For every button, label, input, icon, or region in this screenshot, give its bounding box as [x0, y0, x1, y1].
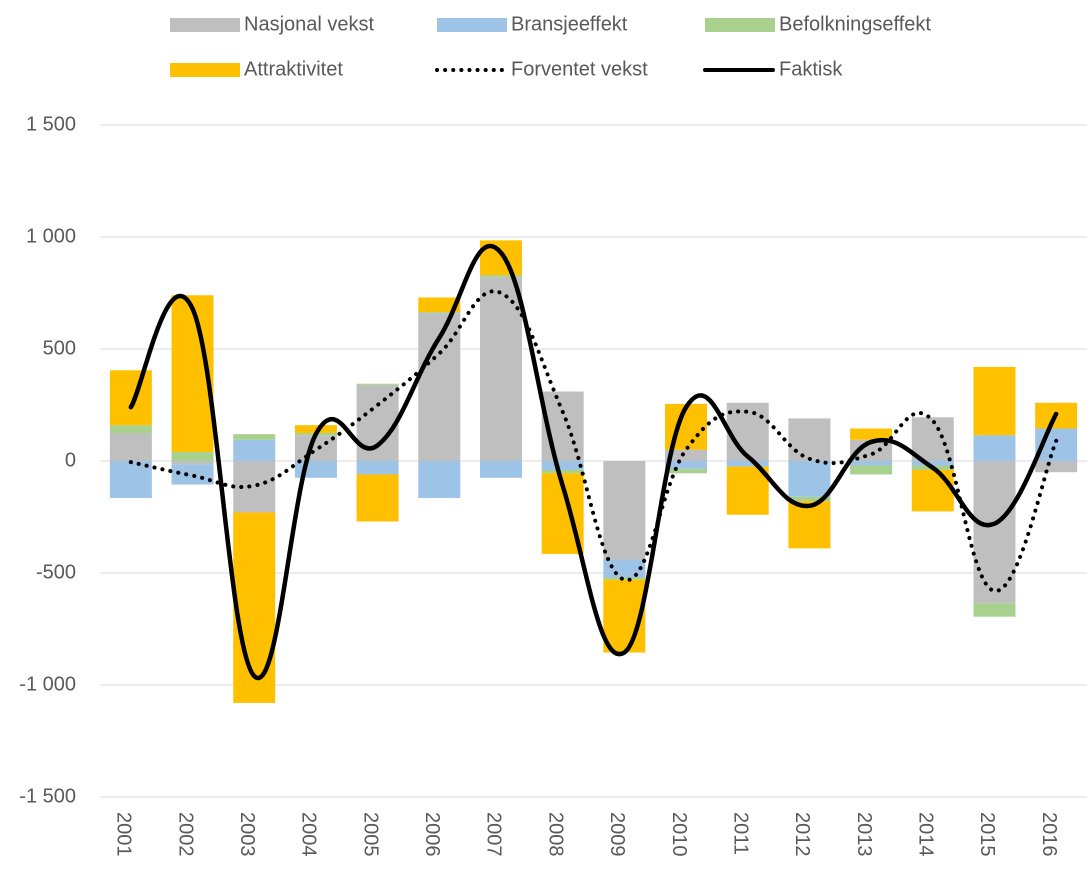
bar: [109, 433, 152, 461]
bar: [479, 277, 522, 461]
x-tick-label: 2006: [421, 812, 443, 857]
legend-label: Attraktivitet: [244, 58, 343, 80]
line: [128, 289, 1059, 593]
bar: [726, 461, 769, 467]
bar: [109, 370, 152, 426]
bar: [788, 496, 831, 502]
bar: [171, 452, 214, 461]
bar: [973, 435, 1016, 461]
line: [128, 243, 1059, 681]
bar: [665, 468, 708, 474]
x-tick-label: 2010: [668, 812, 690, 857]
bar: [1035, 461, 1078, 473]
bar: [479, 461, 522, 478]
bar: [850, 461, 893, 466]
bar: [850, 439, 893, 461]
x-tick-label: 2015: [976, 812, 998, 857]
bar: [479, 275, 522, 278]
y-tick-label: 1 500: [26, 113, 76, 135]
x-tick-label: 2001: [113, 812, 135, 857]
bar: [109, 425, 152, 433]
x-tick-label: 2002: [174, 812, 196, 857]
bar: [294, 425, 337, 433]
bar: [418, 297, 461, 313]
x-tick-label: 2013: [853, 812, 875, 857]
bar: [788, 418, 831, 461]
x-tick-label: 2012: [791, 812, 813, 857]
legend-label: Befolkningseffekt: [779, 13, 931, 35]
x-tick-label: 2005: [359, 812, 381, 857]
y-tick-label: 1 000: [26, 225, 76, 247]
bar: [973, 366, 1016, 436]
bar: [973, 461, 1016, 604]
bar: [356, 474, 399, 522]
legend-label: Nasjonal vekst: [244, 13, 375, 35]
bar: [850, 465, 893, 475]
bar: [233, 439, 276, 461]
bar: [603, 577, 646, 580]
y-tick-label: -500: [36, 561, 76, 583]
legend-swatch: [170, 18, 240, 32]
bar: [665, 461, 708, 469]
bar: [541, 469, 584, 474]
bar: [726, 466, 769, 515]
legend-swatch: [170, 63, 240, 77]
bar: [356, 461, 399, 475]
y-tick-label: -1 500: [19, 785, 76, 807]
y-tick-label: -1 000: [19, 673, 76, 695]
bar: [850, 428, 893, 440]
x-tick-label: 2003: [236, 812, 258, 857]
legend-label: Bransjeeffekt: [511, 13, 628, 35]
legend-label: Faktisk: [779, 58, 843, 80]
legend-label: Forventet vekst: [511, 58, 648, 80]
bar: [109, 461, 152, 498]
bar: [911, 417, 954, 461]
x-tick-label: 2009: [606, 812, 628, 857]
bar: [665, 449, 708, 461]
x-tick-label: 2014: [915, 812, 937, 857]
bar: [418, 461, 461, 498]
bar: [973, 603, 1016, 617]
bar: [603, 461, 646, 560]
bar: [356, 384, 399, 461]
bar: [294, 435, 337, 461]
y-tick-label: 0: [65, 449, 76, 471]
x-tick-label: 2007: [483, 812, 505, 857]
bar: [541, 461, 584, 470]
legend-swatch: [705, 18, 775, 32]
x-tick-label: 2011: [729, 812, 751, 855]
bar: [788, 501, 831, 549]
bar: [603, 559, 646, 578]
x-tick-label: 2008: [544, 812, 566, 857]
bar: [171, 461, 214, 465]
bar: [788, 461, 831, 497]
bar: [356, 383, 399, 385]
x-tick-label: 2016: [1038, 812, 1060, 857]
bar: [418, 312, 461, 314]
x-tick-label: 2004: [298, 812, 320, 857]
y-tick-label: 500: [43, 337, 76, 359]
bar: [233, 434, 276, 440]
bar: [911, 469, 954, 512]
bar: [233, 512, 276, 703]
legend-swatch: [437, 18, 507, 32]
bar: [911, 461, 954, 466]
